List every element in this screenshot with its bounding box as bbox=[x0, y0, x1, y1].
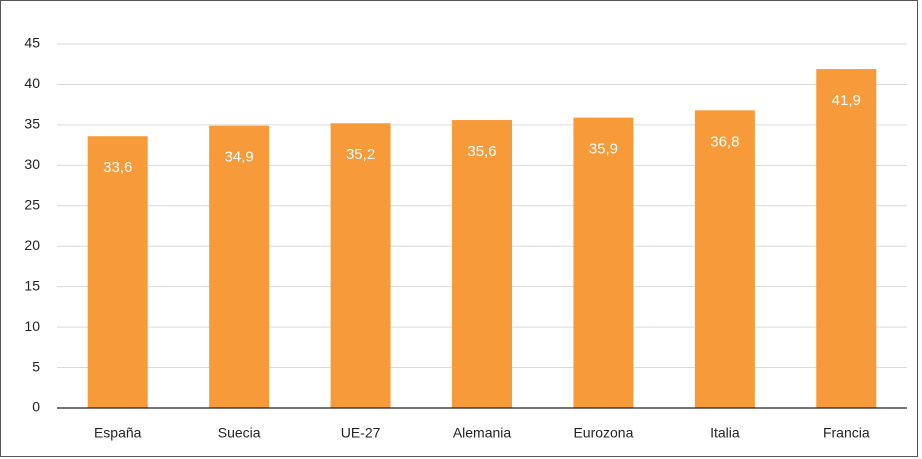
x-tick-label: UE-27 bbox=[341, 425, 381, 441]
bar bbox=[452, 120, 512, 408]
y-tick-label: 0 bbox=[32, 399, 40, 415]
value-label: 35,2 bbox=[346, 146, 375, 163]
value-label: 35,6 bbox=[467, 143, 496, 160]
value-label: 35,9 bbox=[589, 141, 618, 158]
value-label: 41,9 bbox=[832, 92, 861, 109]
x-tick-label: Eurozona bbox=[573, 425, 633, 441]
bar bbox=[816, 69, 877, 408]
y-tick-label: 30 bbox=[24, 156, 40, 172]
x-tick-label: Alemania bbox=[453, 425, 512, 441]
x-tick-label: España bbox=[94, 425, 142, 441]
y-tick-label: 25 bbox=[24, 196, 40, 212]
y-tick-label: 15 bbox=[24, 277, 40, 293]
bar bbox=[87, 136, 148, 409]
y-tick-label: 10 bbox=[24, 318, 40, 334]
x-tick-label: Italia bbox=[710, 425, 740, 441]
y-tick-label: 20 bbox=[24, 237, 40, 253]
y-tick-label: 45 bbox=[24, 35, 40, 51]
x-tick-label: Suecia bbox=[218, 425, 261, 441]
value-label: 34,9 bbox=[225, 149, 254, 166]
bar bbox=[209, 125, 270, 408]
x-tick-label: Francia bbox=[823, 425, 870, 441]
bar bbox=[573, 117, 634, 408]
y-tick-label: 40 bbox=[24, 75, 40, 91]
bar bbox=[330, 123, 391, 408]
value-label: 36,8 bbox=[710, 133, 739, 150]
y-tick-label: 35 bbox=[24, 116, 40, 132]
bar bbox=[694, 110, 755, 408]
value-label: 33,6 bbox=[103, 159, 132, 176]
y-tick-label: 5 bbox=[32, 358, 40, 374]
